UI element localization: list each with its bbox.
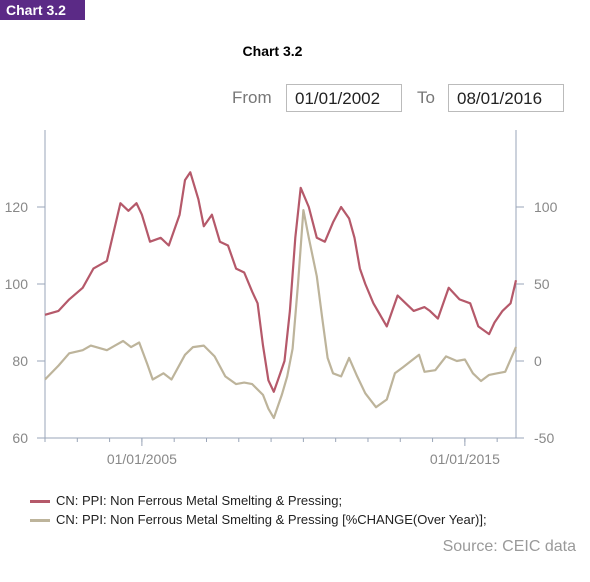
chart-lines — [44, 171, 518, 420]
legend-label-yoy: CN: PPI: Non Ferrous Metal Smelting & Pr… — [56, 512, 487, 527]
legend-item-yoy: CN: PPI: Non Ferrous Metal Smelting & Pr… — [30, 512, 487, 527]
to-date-input[interactable]: 08/01/2016 — [448, 84, 564, 112]
right-tick-label: 50 — [534, 276, 550, 292]
legend-swatch-ppi — [30, 500, 50, 504]
left-tick-label: 100 — [5, 276, 29, 292]
left-tick-label: 60 — [12, 430, 28, 446]
to-label: To — [417, 88, 435, 107]
right-tick-label: -50 — [534, 430, 554, 446]
chart-axes — [37, 130, 524, 446]
left-tick-label: 80 — [12, 353, 28, 369]
right-tick-label: 0 — [534, 353, 542, 369]
chart-ticks: 60 80 100 120 -50 0 50 100 01/01/2005 01/01/2015 — [5, 199, 558, 467]
from-date-input[interactable]: 01/01/2002 — [286, 84, 402, 112]
left-tick-label: 120 — [5, 199, 29, 215]
x-tick-label: 01/01/2015 — [430, 451, 500, 467]
from-label: From — [232, 88, 272, 107]
legend-label-ppi: CN: PPI: Non Ferrous Metal Smelting & Pr… — [56, 493, 343, 508]
series-ppi-line — [44, 171, 518, 393]
legend-item-ppi: CN: PPI: Non Ferrous Metal Smelting & Pr… — [30, 493, 342, 508]
source-note: Source: CEIC data — [442, 538, 576, 555]
line-chart: 60 80 100 120 -50 0 50 100 01/01/2005 01/01/2015 — [5, 130, 558, 467]
chart-badge: Chart 3.2 — [0, 0, 85, 20]
legend-swatch-yoy — [30, 519, 50, 523]
right-tick-label: 100 — [534, 199, 558, 215]
series-yoy-line — [44, 209, 518, 420]
chart-title: Chart 3.2 — [242, 43, 303, 59]
x-tick-label: 01/01/2005 — [107, 451, 177, 467]
